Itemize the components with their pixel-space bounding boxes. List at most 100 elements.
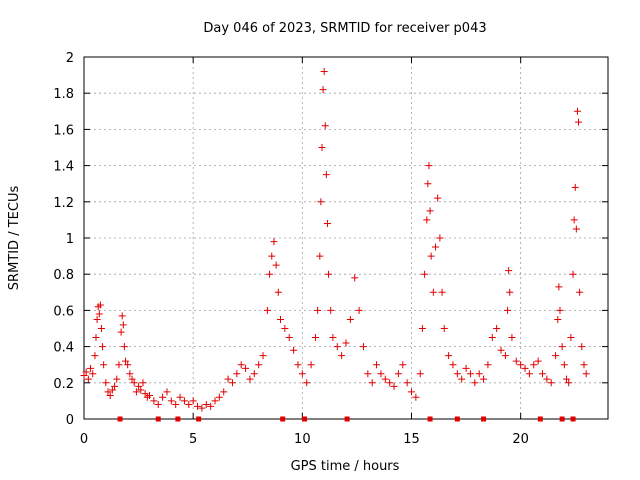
data-point xyxy=(106,391,114,399)
data-point xyxy=(556,306,564,314)
data-gap-marker xyxy=(280,416,286,422)
data-point xyxy=(403,379,411,387)
data-point xyxy=(508,334,516,342)
data-point xyxy=(373,361,381,369)
data-point xyxy=(224,375,232,383)
data-point xyxy=(493,325,501,332)
data-point xyxy=(307,361,315,369)
data-point xyxy=(530,361,538,369)
x-tick-labels: 0 5 10 15 20 xyxy=(80,432,529,447)
y-tick-label: 1.6 xyxy=(53,123,74,138)
data-point xyxy=(198,404,206,412)
data-point xyxy=(560,361,568,369)
data-gap-marker xyxy=(175,416,181,422)
data-point xyxy=(521,364,529,372)
y-axis-label: SRMTID / TECUs xyxy=(7,186,22,291)
data-point xyxy=(547,379,555,387)
data-point xyxy=(466,370,474,378)
axis-ticks xyxy=(83,56,608,420)
data-point xyxy=(504,306,512,314)
data-point xyxy=(172,401,180,409)
data-point xyxy=(364,370,372,378)
data-gap-markers xyxy=(117,416,576,422)
x-tick-label: 5 xyxy=(189,432,197,447)
data-point xyxy=(316,252,324,260)
x-tick-label: 15 xyxy=(403,432,420,447)
data-point xyxy=(137,386,145,394)
data-point xyxy=(421,270,429,278)
data-point xyxy=(558,343,566,351)
data-point xyxy=(368,379,376,387)
data-point xyxy=(130,379,138,387)
data-point xyxy=(237,361,245,369)
data-gap-marker xyxy=(196,416,202,422)
data-point xyxy=(471,379,479,387)
data-point xyxy=(381,375,389,383)
data-point xyxy=(323,220,331,228)
data-point xyxy=(488,334,496,342)
data-point xyxy=(423,216,431,224)
data-point xyxy=(458,375,466,383)
data-point xyxy=(412,393,420,401)
data-point xyxy=(141,390,149,398)
data-gap-marker xyxy=(344,416,350,422)
y-tick-labels: 0 0.2 0.4 0.6 0.8 1 1.2 1.4 1.6 1.8 2 xyxy=(53,51,74,428)
data-point xyxy=(575,118,583,126)
data-point xyxy=(87,364,95,372)
data-point xyxy=(135,382,143,390)
data-point xyxy=(119,321,127,329)
data-point xyxy=(277,315,284,323)
data-point xyxy=(322,171,330,179)
data-point xyxy=(242,364,250,372)
data-point xyxy=(569,270,577,278)
data-point xyxy=(228,379,236,387)
data-point xyxy=(506,288,514,296)
x-tick-label: 10 xyxy=(294,432,311,447)
data-point xyxy=(539,370,546,378)
data-gap-marker xyxy=(570,416,576,422)
data-point xyxy=(429,288,437,296)
data-point xyxy=(259,352,267,360)
data-point xyxy=(416,370,424,378)
data-point xyxy=(104,388,112,396)
data-point xyxy=(570,216,578,224)
data-point xyxy=(567,334,575,342)
data-point xyxy=(320,67,328,75)
data-point xyxy=(311,334,319,342)
data-gap-marker xyxy=(559,416,565,422)
data-point xyxy=(281,325,289,332)
data-point xyxy=(424,180,432,188)
data-point xyxy=(425,162,433,170)
data-gap-marker xyxy=(155,416,161,422)
data-point xyxy=(294,361,302,369)
data-point xyxy=(432,243,440,251)
data-point xyxy=(436,234,444,242)
data-point xyxy=(163,388,171,396)
data-point xyxy=(99,343,107,351)
data-point xyxy=(580,361,588,369)
data-point xyxy=(189,397,197,405)
data-point xyxy=(93,315,101,323)
y-tick-label: 0.4 xyxy=(53,341,74,356)
data-gap-marker xyxy=(117,416,123,422)
data-point xyxy=(80,372,88,380)
data-point xyxy=(480,375,488,383)
data-point xyxy=(97,325,105,332)
data-point xyxy=(268,252,276,260)
data-point xyxy=(552,352,560,360)
x-tick-label: 0 xyxy=(80,432,88,447)
data-point xyxy=(246,375,254,383)
y-tick-label: 1.8 xyxy=(53,87,74,102)
grid-lines xyxy=(84,57,608,419)
data-point xyxy=(111,382,119,390)
data-point xyxy=(96,301,104,309)
data-point xyxy=(154,401,162,409)
x-tick-label: 20 xyxy=(512,432,529,447)
data-point xyxy=(565,379,573,387)
data-point xyxy=(338,352,346,360)
data-point xyxy=(233,370,241,378)
data-point xyxy=(159,393,167,401)
y-tick-label: 0.8 xyxy=(53,268,74,283)
data-gap-marker xyxy=(537,416,543,422)
data-point xyxy=(582,370,590,378)
